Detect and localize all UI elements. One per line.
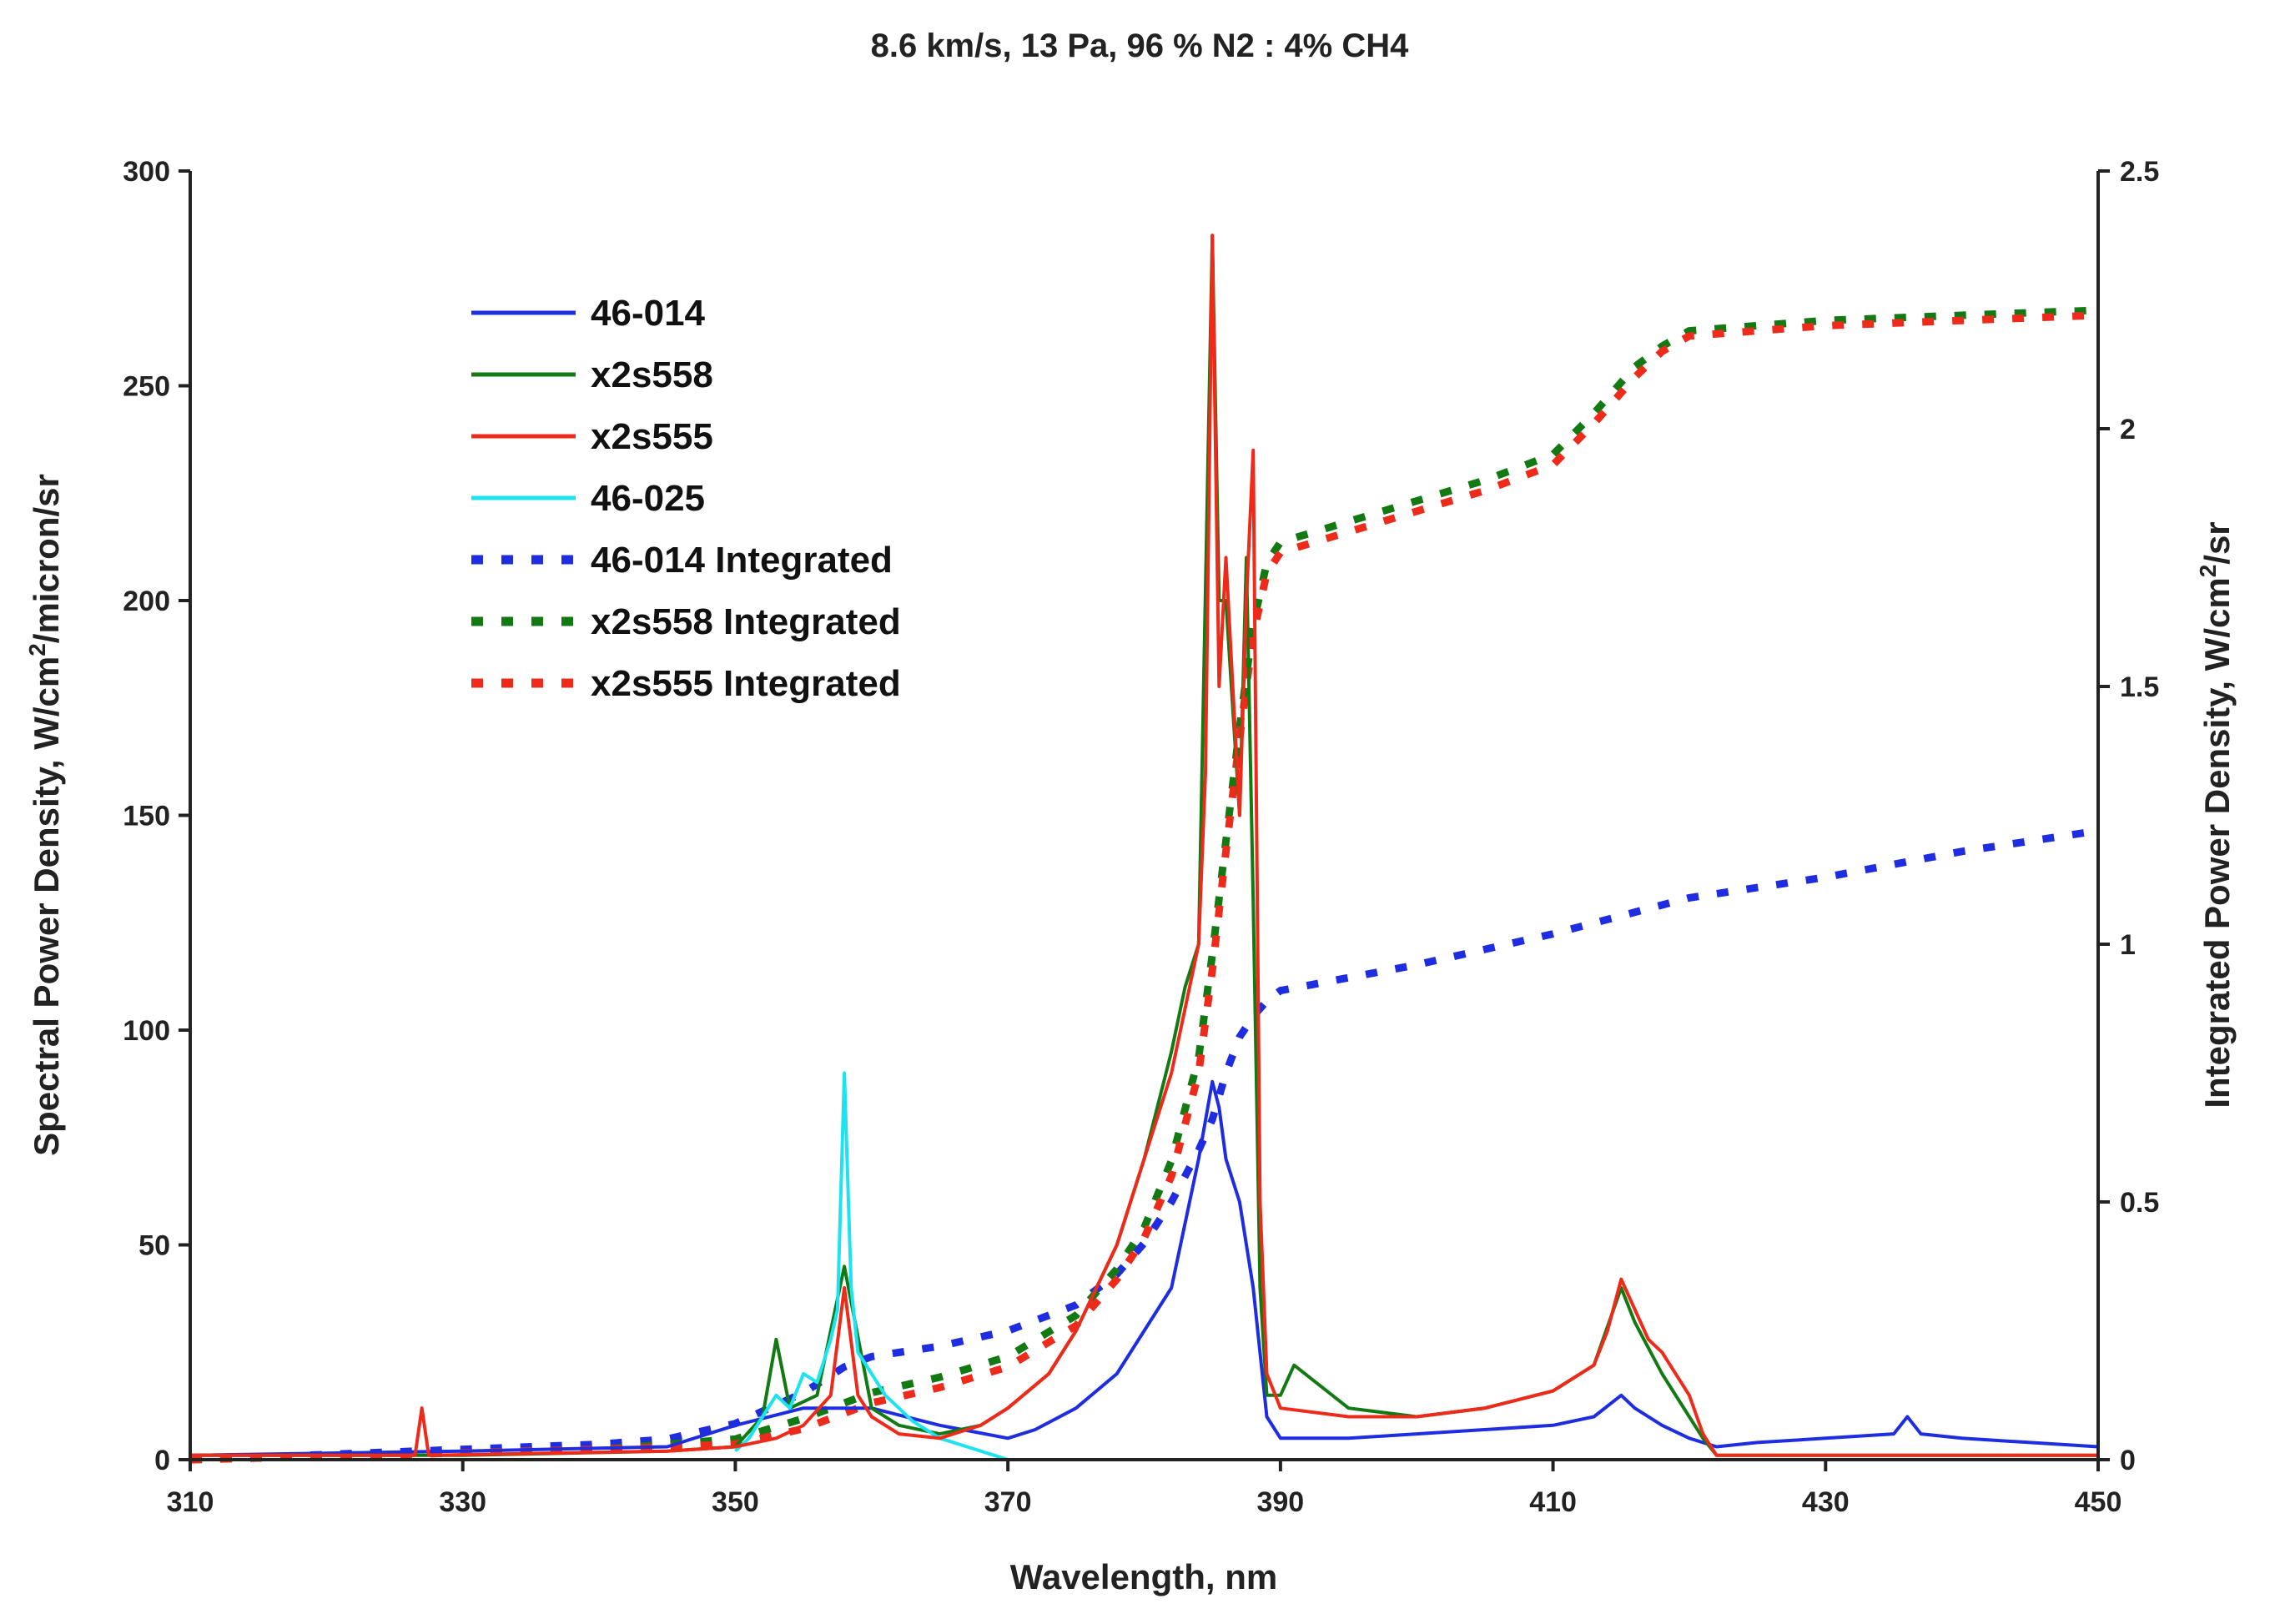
- x-ticks: 310 330 350 370 390 410 430 450: [167, 1460, 2122, 1518]
- y2-ticks: 0 0.5 1 1.5 2 2.5: [2098, 156, 2159, 1476]
- plot-area: [189, 234, 2099, 1464]
- series-line-46-025: [734, 1071, 1009, 1461]
- series-line-x2s558: [190, 234, 2098, 1457]
- series-line-x2s555: [190, 234, 2098, 1457]
- legend: 46-014 x2s558 x2s555 46-025 46-014 Integrate…: [471, 293, 901, 704]
- y2-tick-label: 1: [2120, 929, 2136, 961]
- x-tick-label: 450: [2075, 1486, 2122, 1518]
- y2-tick-label: 1.5: [2120, 671, 2159, 703]
- x-tick-label: 370: [984, 1486, 1032, 1518]
- y-tick-label: 200: [123, 586, 170, 617]
- x-tick-label: 430: [1802, 1486, 1850, 1518]
- y-axis-title-sup: 2: [24, 643, 50, 656]
- y-tick-label: 100: [123, 1015, 170, 1047]
- legend-label: x2s555 Integrated: [591, 663, 901, 704]
- y-tick-label: 300: [123, 156, 170, 188]
- x-tick-label: 350: [712, 1486, 759, 1518]
- series-line-x2s555-integrated: [189, 311, 2099, 1464]
- series-line-x2s558-integrated: [189, 306, 2099, 1464]
- legend-label: 46-014 Integrated: [591, 540, 893, 581]
- x-tick-label: 410: [1529, 1486, 1577, 1518]
- y-ticks: 0 50 100 150 200 250 300: [123, 156, 190, 1476]
- y2-tick-label: 2: [2120, 414, 2136, 445]
- y-tick-label: 50: [138, 1230, 170, 1262]
- legend-label: x2s558: [591, 354, 713, 395]
- x-tick-label: 330: [439, 1486, 486, 1518]
- legend-label: 46-025: [591, 478, 705, 519]
- x-tick-label: 310: [167, 1486, 214, 1518]
- series-layer: [189, 234, 2099, 1464]
- y-axis-title-tail: /micron/sr: [27, 474, 66, 643]
- y2-axis-title-tail: /sr: [2197, 521, 2237, 564]
- y2-axis-title-main: Integrated Power Density, W/cm: [2197, 577, 2237, 1108]
- y-tick-label: 250: [123, 371, 170, 403]
- x-tick-label: 390: [1256, 1486, 1304, 1518]
- series-line-46-014-integrated: [189, 827, 2099, 1464]
- y2-tick-label: 0.5: [2120, 1187, 2159, 1219]
- y2-axis-title-sup: 2: [2195, 565, 2221, 578]
- y2-tick-label: 2.5: [2120, 156, 2159, 188]
- y-axis-title-main: Spectral Power Density, W/cm: [27, 656, 66, 1156]
- y-tick-label: 0: [154, 1445, 170, 1476]
- y2-tick-label: 0: [2120, 1445, 2136, 1476]
- y-tick-label: 150: [123, 801, 170, 832]
- x-axis-title: Wavelength, nm: [1010, 1557, 1277, 1596]
- legend-label: x2s555: [591, 416, 713, 457]
- y-axis-title: Spectral Power Density, W/cm2/micron/sr: [24, 474, 66, 1156]
- legend-label: x2s558 Integrated: [591, 601, 901, 642]
- series-line-46-014: [189, 1079, 2099, 1457]
- chart-title: 8.6 km/s, 13 Pa, 96 % N2 : 4% CH4: [871, 28, 1410, 64]
- y2-axis-title: Integrated Power Density, W/cm2/sr: [2195, 521, 2237, 1108]
- legend-label: 46-014: [591, 293, 706, 334]
